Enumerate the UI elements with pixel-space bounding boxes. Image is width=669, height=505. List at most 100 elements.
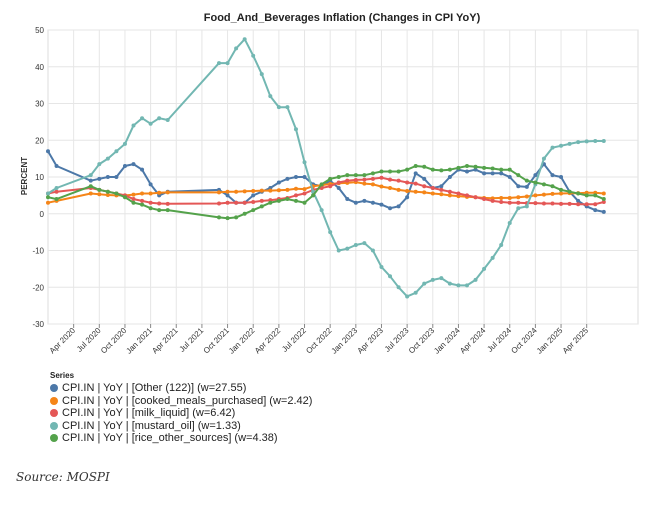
data-point (140, 167, 145, 172)
y-axis: -30 -20 -10 0 10 20 30 40 50 (32, 26, 44, 329)
data-point (567, 189, 572, 194)
data-point (430, 186, 435, 191)
data-point (533, 180, 538, 185)
legend: Series CPI.IN | YoY | [Other (122)] (w=2… (50, 371, 312, 445)
data-point (413, 171, 418, 176)
data-point (88, 184, 93, 189)
x-tick-label: Apr 2024 (458, 326, 488, 356)
data-point (336, 248, 341, 253)
data-point (131, 192, 136, 197)
line-chart: Food_And_Beverages Inflation (Changes in… (20, 12, 639, 356)
data-point (370, 248, 375, 253)
data-point (131, 200, 136, 205)
data-point (559, 143, 564, 148)
data-point (293, 175, 298, 179)
data-point (490, 166, 495, 171)
series-line (47, 176, 605, 206)
data-point (293, 186, 298, 191)
data-point (217, 61, 222, 66)
data-point (430, 191, 435, 196)
data-point (234, 46, 239, 51)
legend-item: CPI.IN | YoY | [cooked_meals_purchased] … (50, 395, 312, 408)
data-point (157, 116, 162, 121)
data-point (499, 195, 504, 200)
data-point (439, 187, 444, 192)
data-point (499, 199, 504, 204)
data-point (370, 176, 375, 181)
data-point (242, 200, 247, 205)
x-tick-label: Oct 2024 (509, 326, 539, 356)
data-point (105, 156, 110, 161)
data-point (157, 201, 162, 206)
data-point (388, 206, 393, 211)
data-point (225, 193, 230, 198)
data-point (396, 204, 401, 209)
legend-swatch (50, 384, 58, 393)
data-point (439, 168, 444, 173)
data-point (242, 189, 247, 194)
data-point (276, 180, 281, 185)
data-point (293, 193, 298, 198)
data-point (422, 184, 427, 189)
data-point (122, 141, 127, 146)
data-point (516, 200, 521, 205)
data-point (541, 201, 546, 206)
x-tick-label: Jan 2025 (535, 326, 565, 356)
data-point (473, 167, 478, 172)
series-3 (46, 37, 606, 299)
data-point (370, 171, 375, 176)
data-point (524, 178, 529, 183)
data-point (439, 276, 444, 281)
data-point (388, 186, 393, 191)
data-point (379, 202, 384, 207)
data-point (148, 191, 153, 196)
data-point (447, 193, 452, 198)
data-point (217, 190, 222, 195)
data-point (268, 200, 273, 205)
data-point (302, 187, 307, 192)
data-point (302, 175, 307, 179)
data-point (345, 197, 350, 202)
data-point (550, 184, 555, 189)
legend-label: CPI.IN | YoY | [milk_liquid] (w=6.42) (62, 407, 236, 420)
data-point (413, 163, 418, 168)
data-point (148, 206, 153, 211)
data-point (601, 138, 606, 143)
data-point (234, 200, 239, 205)
data-point (405, 167, 410, 172)
data-point (567, 201, 572, 206)
data-point (516, 206, 521, 211)
data-point (251, 208, 256, 213)
data-point (362, 173, 367, 178)
data-point (541, 156, 546, 161)
data-point (550, 145, 555, 150)
data-point (225, 200, 230, 205)
data-point (576, 191, 581, 196)
data-point (464, 163, 469, 168)
x-tick-label: Jan 2022 (227, 326, 257, 356)
y-tick-label: 40 (35, 63, 44, 72)
data-point (234, 189, 239, 194)
legend-item: CPI.IN | YoY | [Other (122)] (w=27.55) (50, 382, 312, 395)
data-point (165, 201, 170, 206)
legend-label: CPI.IN | YoY | [rice_other_sources] (w=4… (62, 432, 278, 445)
data-point (430, 167, 435, 172)
data-point (550, 191, 555, 196)
data-point (122, 163, 127, 168)
y-axis-label: PERCENT (20, 157, 29, 195)
data-point (345, 173, 350, 178)
data-point (54, 186, 59, 191)
legend-swatch (50, 421, 58, 430)
data-point (302, 200, 307, 205)
data-point (541, 192, 546, 197)
data-point (499, 167, 504, 172)
data-point (302, 160, 307, 165)
data-point (516, 184, 521, 189)
data-point (140, 191, 145, 196)
y-tick-label: -30 (32, 320, 44, 329)
data-point (88, 173, 93, 178)
data-point (311, 193, 316, 198)
data-point (396, 187, 401, 192)
data-point (593, 138, 598, 143)
data-point (499, 171, 504, 176)
